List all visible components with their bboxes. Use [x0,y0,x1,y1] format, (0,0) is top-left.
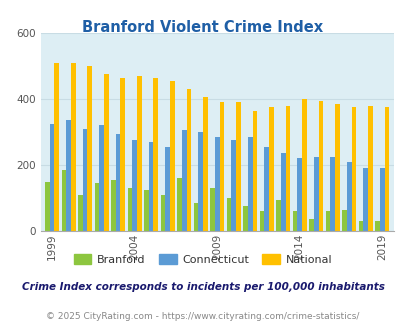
Bar [132,140,136,231]
Bar [247,137,252,231]
Bar [346,162,351,231]
Bar [351,107,355,231]
Bar [264,147,269,231]
Bar [235,102,240,231]
Bar [259,211,264,231]
Text: Branford Violent Crime Index: Branford Violent Crime Index [82,20,323,35]
Bar [214,137,219,231]
Bar [78,195,83,231]
Bar [177,178,181,231]
Bar [45,182,50,231]
Bar [181,130,186,231]
Bar [210,188,214,231]
Bar [71,63,75,231]
Bar [94,183,99,231]
Bar [62,170,66,231]
Bar [193,203,198,231]
Bar [115,134,120,231]
Bar [280,153,285,231]
Text: © 2025 CityRating.com - https://www.cityrating.com/crime-statistics/: © 2025 CityRating.com - https://www.city… [46,312,359,321]
Bar [301,99,306,231]
Bar [362,168,367,231]
Bar [50,124,54,231]
Legend: Branford, Connecticut, National: Branford, Connecticut, National [69,250,336,269]
Bar [202,97,207,231]
Bar [309,219,313,231]
Bar [292,211,297,231]
Bar [170,81,174,231]
Bar [269,107,273,231]
Bar [367,106,372,231]
Bar [165,147,170,231]
Bar [198,132,202,231]
Bar [144,190,149,231]
Bar [120,78,125,231]
Bar [153,78,158,231]
Bar [54,63,59,231]
Bar [160,195,165,231]
Bar [149,142,153,231]
Bar [358,221,362,231]
Bar [318,101,322,231]
Bar [128,188,132,231]
Bar [252,111,256,231]
Bar [379,168,384,231]
Bar [330,157,334,231]
Bar [231,140,235,231]
Bar [186,89,191,231]
Bar [136,76,141,231]
Bar [374,221,379,231]
Bar [83,129,87,231]
Bar [87,66,92,231]
Bar [285,106,290,231]
Bar [66,120,71,231]
Bar [297,158,301,231]
Bar [276,200,280,231]
Bar [226,198,231,231]
Bar [325,211,330,231]
Bar [313,157,318,231]
Bar [219,102,224,231]
Bar [341,210,346,231]
Bar [99,125,104,231]
Bar [384,107,388,231]
Bar [104,74,108,231]
Bar [243,206,247,231]
Text: Crime Index corresponds to incidents per 100,000 inhabitants: Crime Index corresponds to incidents per… [21,282,384,292]
Bar [111,180,115,231]
Bar [334,104,339,231]
